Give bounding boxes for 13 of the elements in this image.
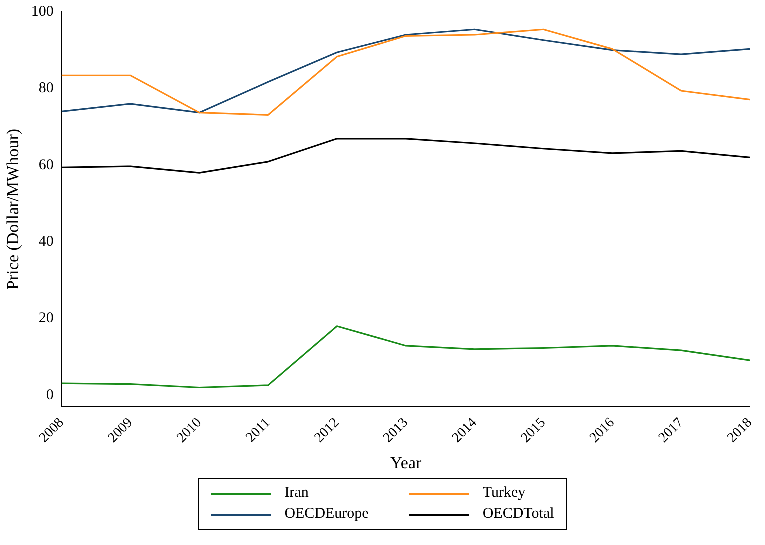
y-axis-title: Price (Dollar/MWhour) [4, 128, 23, 290]
y-tick-label: 40 [38, 234, 54, 250]
y-tick-label: 80 [38, 80, 54, 97]
y-tick-label: 100 [31, 4, 54, 20]
legend-label: Turkey [482, 485, 526, 502]
x-tick-label: 2011 [244, 416, 274, 446]
y-tick-label: 20 [38, 310, 54, 327]
x-axis-title: Year [390, 453, 422, 472]
legend-label: OECDEurope [284, 506, 369, 523]
y-tick-label: 60 [38, 157, 54, 174]
legend-label: OECDTotal [482, 506, 554, 523]
y-tick-label: 0 [46, 387, 54, 404]
legend-label: Iran [284, 485, 309, 502]
